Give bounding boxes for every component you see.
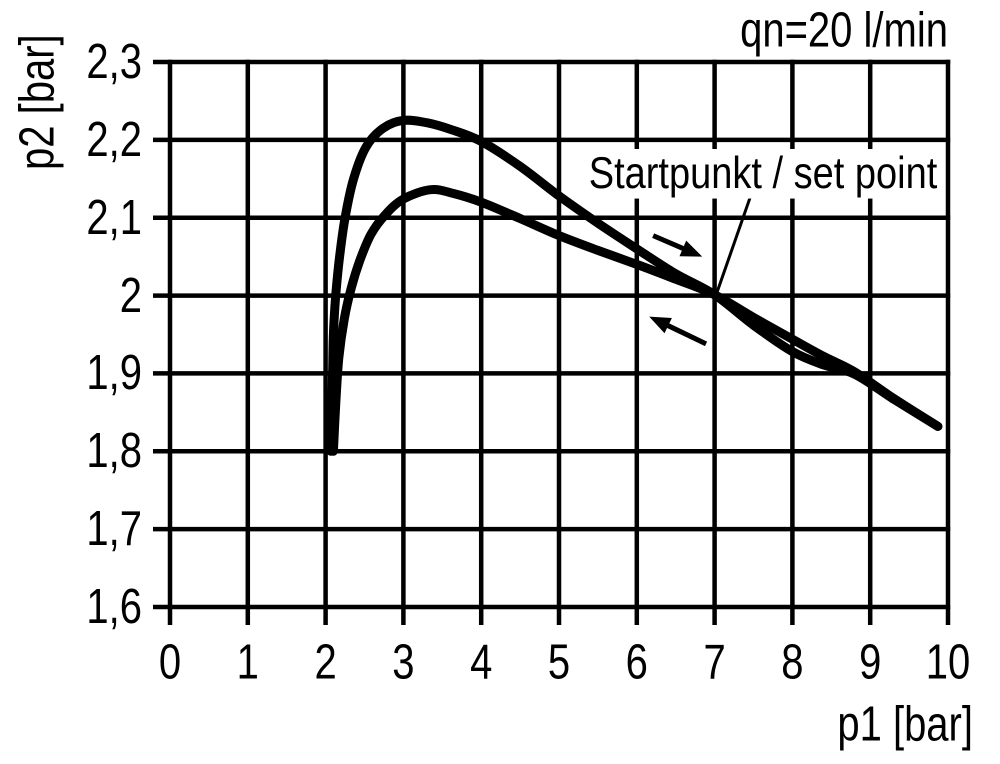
x-tick-label: 4 [470,635,493,690]
return-direction-arrow-head [649,316,672,334]
x-tick-label: 3 [392,635,415,690]
y-axis-label: p2 [bar] [10,34,65,170]
y-tick-label: 1,7 [86,502,142,556]
set-point-annotation: Startpunkt / set point [582,149,944,199]
forward-direction-arrow-head [679,240,703,257]
x-tick-label: 9 [859,635,882,690]
x-tick-label: 6 [625,635,648,690]
p1-increasing-curve [326,115,943,456]
y-tick-label: 1,9 [86,346,142,401]
x-tick-label: 10 [925,635,971,690]
chart-title: qn=20 l/min [740,3,948,58]
x-axis-label: p1 [bar] [837,697,973,752]
y-tick-label: 1,8 [86,424,142,479]
set-point-leader-line [714,196,752,296]
forward-direction-arrow-shaft [652,233,686,252]
x-tick-label: 1 [236,635,259,690]
x-tick-label: 7 [703,635,726,690]
y-tick-label: 2,3 [86,35,142,89]
y-tick-label: 1,6 [86,580,142,634]
return-direction-arrow-shaft [665,322,708,347]
x-tick-label: 8 [781,635,804,690]
x-tick-label: 2 [314,635,337,690]
x-tick-label: 0 [158,635,182,690]
x-tick-label: 5 [547,635,571,690]
p1-decreasing-curve [328,185,943,456]
y-tick-label: 2,1 [86,190,142,245]
y-tick-label: 2 [119,268,142,323]
y-tick-label: 2,2 [86,113,142,167]
